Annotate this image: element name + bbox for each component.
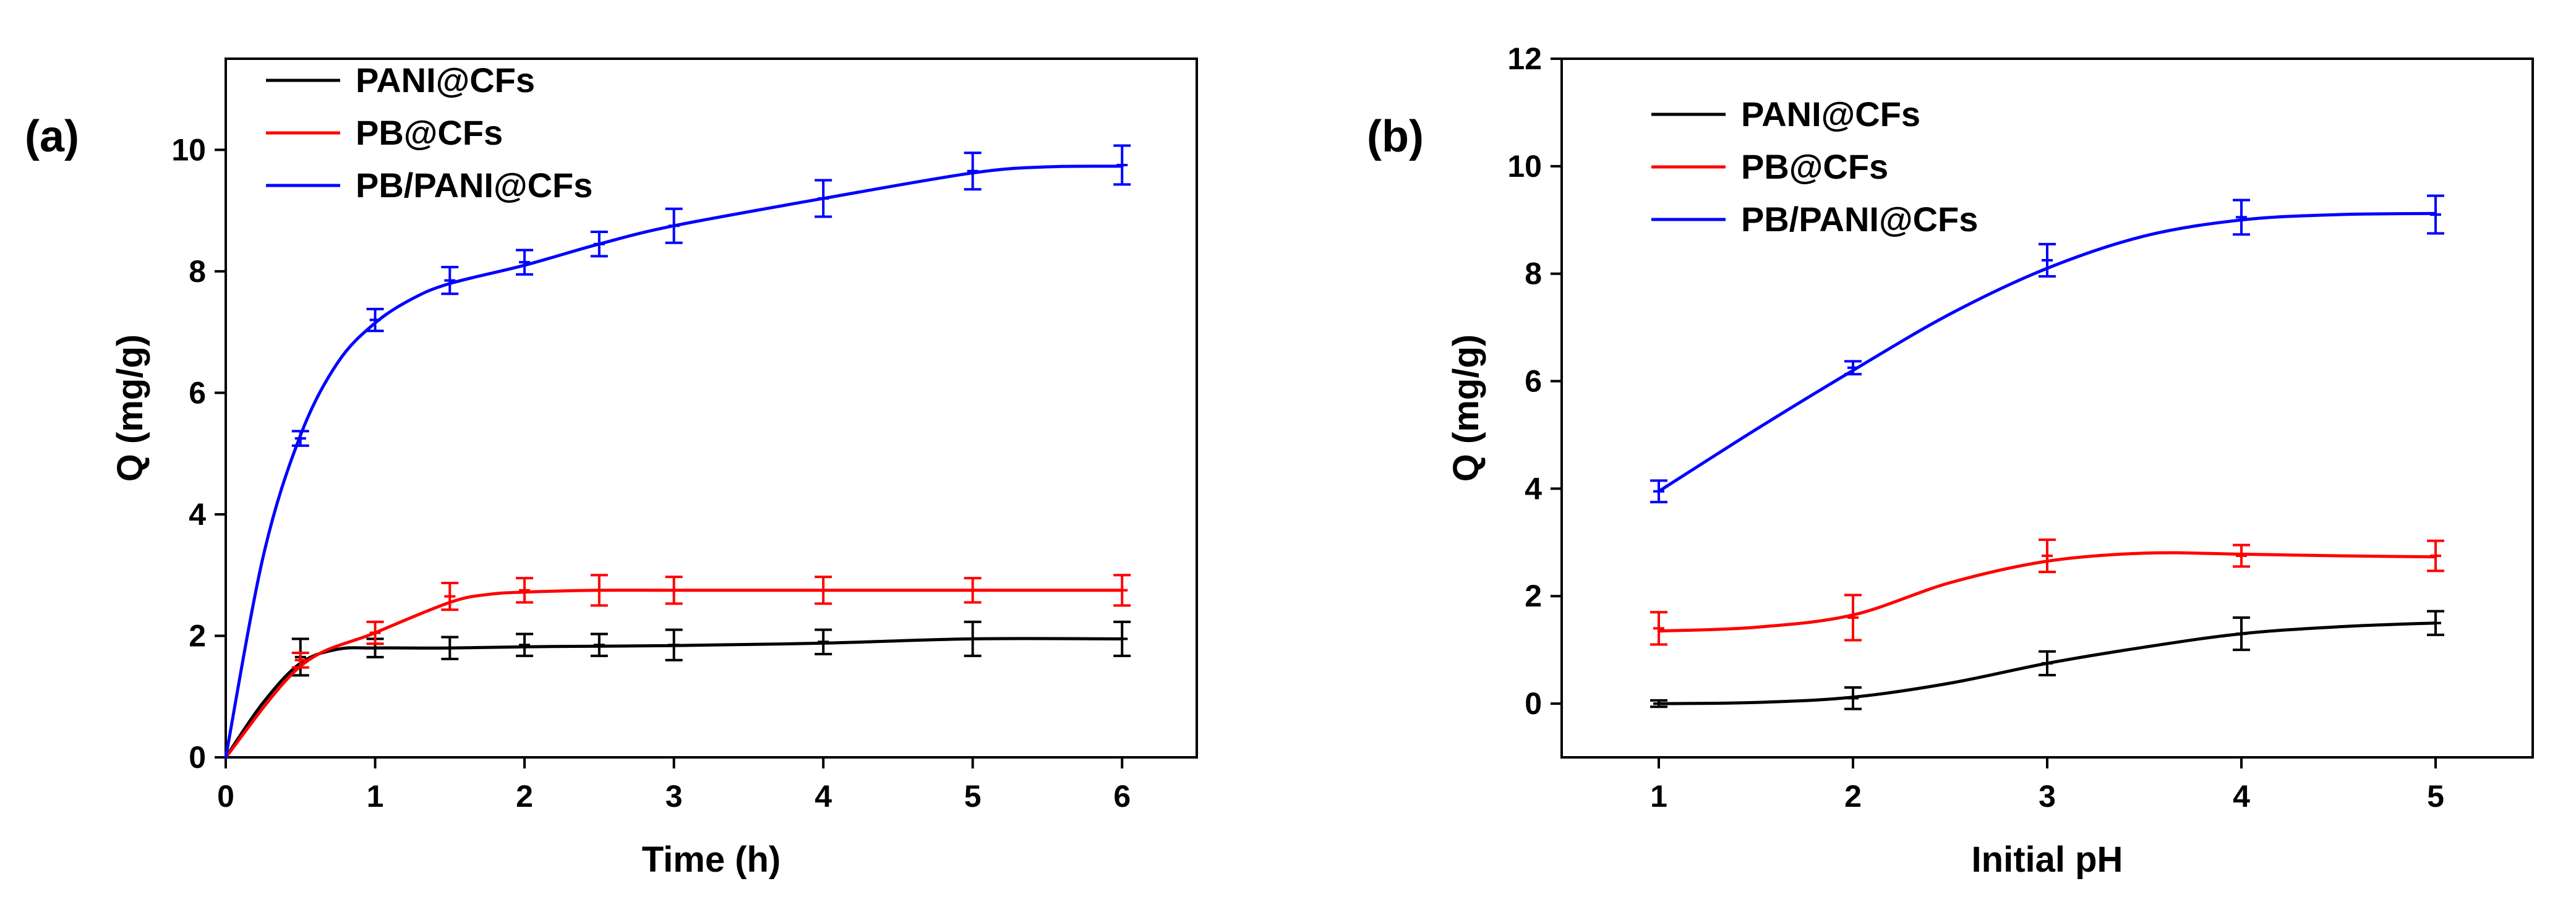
y-tick-label: 4	[1525, 471, 1542, 506]
legend-label: PB/PANI@CFs	[1741, 200, 1978, 239]
plot-frame	[225, 57, 1198, 759]
series-PB@CFs	[1650, 538, 2444, 646]
y-tick-label: 4	[189, 497, 206, 532]
legend-label: PANI@CFs	[1741, 95, 1920, 134]
series-PB/PANI@CFs	[1650, 194, 2444, 504]
y-tick-label: 2	[1525, 579, 1542, 613]
x-tick-label: 2	[1844, 779, 1862, 814]
x-tick-label: 1	[1650, 779, 1667, 814]
x-tick-label: 3	[665, 779, 683, 814]
series-PB/PANI@CFs	[224, 144, 1131, 759]
legend-label: PB/PANI@CFs	[356, 166, 593, 205]
x-tick-label: 4	[2233, 779, 2250, 814]
y-tick-label: 2	[189, 618, 206, 653]
legend-label: PB@CFs	[356, 113, 503, 152]
chart-panel-a: (a) 0 1 2 3 4 5 6 0 2 4 6 8 10 Time (h) Q (mg/g) PANI@CF…	[25, 57, 1198, 880]
y-axis-title: Q (mg/g)	[1446, 334, 1486, 482]
y-tick-label: 6	[1525, 364, 1542, 399]
x-tick-label: 1	[367, 779, 384, 814]
legend-label: PB@CFs	[1741, 147, 1888, 186]
legend-label: PANI@CFs	[356, 61, 535, 100]
y-tick-label: 10	[1507, 149, 1542, 184]
panel-label: (b)	[1367, 112, 1424, 161]
x-tick-label: 3	[2039, 779, 2056, 814]
x-axis-title: Initial pH	[1972, 840, 2123, 880]
series-PANI@CFs	[224, 620, 1131, 759]
y-tick-label: 8	[189, 254, 206, 289]
y-tick-label: 10	[171, 132, 206, 167]
y-tick-label: 0	[1525, 686, 1542, 721]
fit-curve	[224, 589, 1124, 759]
y-tick-label: 0	[189, 740, 206, 775]
panel-label: (a)	[25, 112, 79, 161]
fit-curve	[1657, 211, 2437, 493]
x-tick-label: 0	[217, 779, 234, 814]
fit-curve	[224, 164, 1124, 759]
x-tick-label: 2	[516, 779, 533, 814]
y-tick-label: 12	[1507, 41, 1542, 76]
x-tick-label: 4	[815, 779, 832, 814]
series-PANI@CFs	[1650, 610, 2444, 710]
series-PB@CFs	[224, 574, 1131, 759]
x-axis-title: Time (h)	[642, 840, 781, 880]
y-axis-title: Q (mg/g)	[110, 334, 150, 482]
x-tick-label: 5	[964, 779, 982, 814]
x-tick-label: 6	[1113, 779, 1131, 814]
x-tick-label: 5	[2427, 779, 2444, 814]
y-tick-label: 6	[189, 375, 206, 410]
y-tick-label: 8	[1525, 257, 1542, 291]
